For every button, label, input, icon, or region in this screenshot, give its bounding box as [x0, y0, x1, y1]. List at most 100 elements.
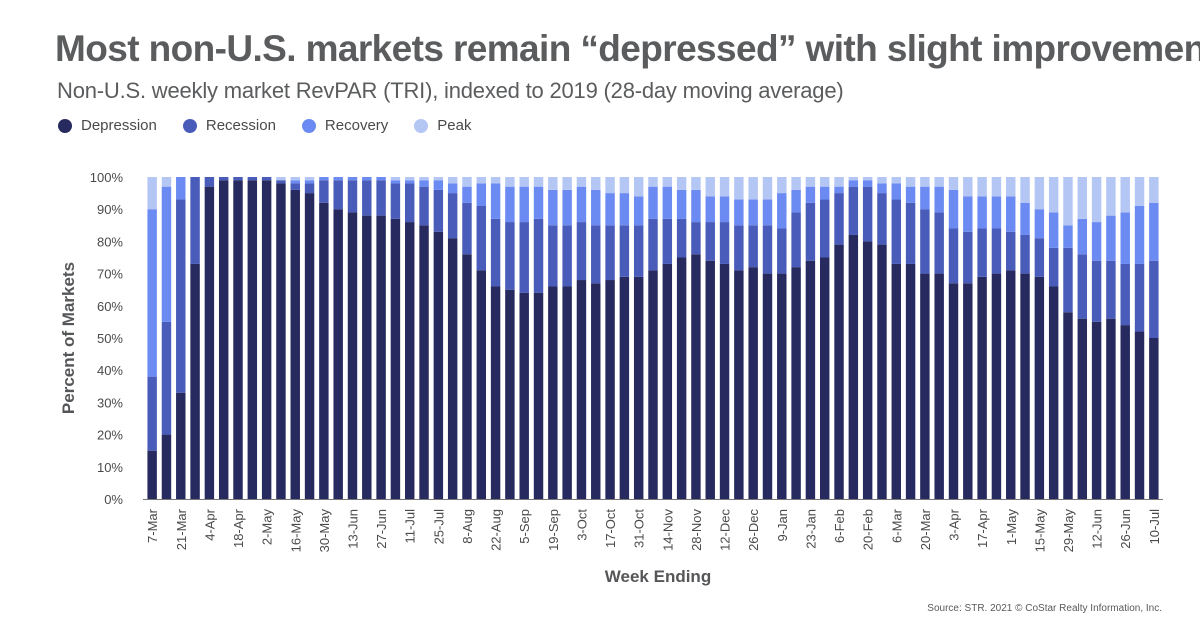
bar-segment-recovery-41 — [734, 199, 744, 226]
bar-segment-recession-40 — [719, 222, 730, 264]
legend-item-depression: Depression — [58, 117, 157, 134]
x-tick-label: 5-Sep — [517, 509, 532, 544]
bar-segment-depression-0 — [147, 450, 157, 499]
bar-segment-peak-50 — [862, 177, 873, 181]
y-tick-label: 20% — [97, 428, 123, 443]
bar-segment-depression-18 — [405, 222, 415, 499]
bar-segment-peak-24 — [490, 177, 501, 184]
bar-segment-recession-25 — [505, 222, 515, 290]
bar-segment-depression-35 — [648, 270, 658, 499]
bar-segment-depression-52 — [891, 263, 901, 499]
x-tick-label: 7-Mar — [145, 508, 160, 543]
bar-segment-depression-67 — [1106, 318, 1116, 499]
bar-segment-recession-69 — [1134, 263, 1145, 332]
legend-swatch-recovery — [301, 118, 316, 133]
bar-segment-recovery-1 — [161, 186, 172, 322]
bar-segment-recession-18 — [405, 183, 415, 223]
bar-segment-recovery-28 — [548, 189, 558, 226]
bar-segment-recovery-15 — [362, 177, 372, 181]
bar-segment-depression-2 — [176, 392, 186, 499]
bar-segment-recession-3 — [190, 177, 200, 264]
bar-segment-depression-56 — [948, 283, 959, 499]
bar-segment-depression-54 — [920, 273, 930, 499]
bar-segment-depression-34 — [633, 276, 644, 499]
bar-segment-recovery-50 — [862, 180, 873, 187]
bar-segment-peak-23 — [476, 177, 486, 184]
bar-segment-peak-11 — [304, 177, 315, 181]
bar-segment-recovery-18 — [405, 180, 415, 184]
legend-swatch-recession — [182, 118, 197, 133]
bar-segment-peak-54 — [920, 177, 930, 187]
bar-segment-recession-43 — [762, 225, 773, 274]
bar-segment-depression-14 — [347, 212, 358, 500]
bar-segment-recovery-54 — [920, 186, 930, 210]
bar-segment-recession-51 — [877, 193, 887, 245]
bar-segment-depression-11 — [304, 193, 315, 499]
x-tick-label: 1-May — [1004, 509, 1019, 546]
bar-segment-depression-32 — [605, 280, 615, 499]
bar-segment-peak-64 — [1063, 177, 1073, 226]
legend-label-depression: Depression — [81, 117, 157, 134]
bar-segment-recession-1 — [161, 321, 172, 435]
bar-segment-recession-6 — [233, 177, 243, 181]
bar-segment-recession-22 — [462, 202, 472, 255]
bar-segment-recovery-16 — [376, 177, 386, 181]
bar-segment-depression-29 — [562, 286, 572, 499]
bar-segment-recession-31 — [591, 225, 601, 284]
bar-segment-recession-54 — [920, 209, 930, 274]
bar-segment-recession-60 — [1006, 231, 1016, 271]
bar-segment-depression-12 — [319, 202, 329, 499]
bar-segment-recovery-36 — [662, 186, 673, 219]
bar-segment-peak-55 — [934, 177, 944, 187]
legend-swatch-depression — [58, 118, 72, 133]
x-tick-label: 20-Mar — [918, 508, 933, 550]
bar-segment-peak-19 — [419, 177, 429, 181]
bar-segment-peak-20 — [433, 177, 444, 181]
bar-segment-peak-51 — [877, 177, 887, 184]
bar-segment-depression-62 — [1034, 276, 1045, 499]
bar-segment-recovery-61 — [1020, 202, 1030, 235]
bar-segment-depression-61 — [1020, 273, 1030, 499]
bar-segment-recession-41 — [734, 225, 744, 271]
bar-segment-recovery-33 — [619, 193, 630, 226]
bar-segment-depression-5 — [218, 180, 229, 499]
bar-segment-recession-23 — [476, 205, 486, 271]
bar-segment-peak-35 — [648, 177, 658, 187]
bar-segment-recession-0 — [147, 376, 157, 451]
y-tick-label: 60% — [97, 299, 123, 314]
bar-segment-peak-44 — [777, 177, 787, 194]
bar-segment-recovery-40 — [719, 196, 730, 223]
bar-segment-recovery-32 — [605, 193, 615, 226]
bar-segment-recession-49 — [848, 186, 859, 235]
x-tick-label: 28-Nov — [689, 509, 704, 551]
x-tick-label: 16-May — [288, 509, 303, 553]
bar-segment-peak-41 — [734, 177, 744, 200]
bar-segment-recession-29 — [562, 225, 572, 287]
bar-segment-recession-39 — [705, 222, 715, 261]
bar-segment-recovery-12 — [319, 177, 329, 181]
bar-segment-peak-38 — [691, 177, 701, 190]
bar-segment-recession-12 — [319, 180, 329, 203]
bar-segment-depression-64 — [1063, 312, 1073, 499]
x-tick-label: 3-Oct — [574, 509, 589, 541]
bar-segment-recession-53 — [905, 202, 916, 264]
bar-segment-recession-21 — [447, 193, 458, 239]
bar-segment-recovery-53 — [905, 186, 916, 203]
x-tick-label: 31-Oct — [632, 509, 647, 548]
bar-segment-depression-42 — [748, 267, 758, 499]
bar-segment-depression-27 — [533, 292, 544, 499]
x-tick-label: 3-Apr — [947, 508, 962, 540]
bar-segment-recession-27 — [533, 218, 544, 293]
bar-segment-peak-36 — [662, 177, 673, 187]
bar-segment-peak-42 — [748, 177, 758, 200]
x-tick-label: 6-Mar — [889, 508, 904, 543]
bar-segment-recession-38 — [691, 222, 701, 255]
source-note: Source: STR. 2021 © CoStar Realty Inform… — [927, 603, 1162, 614]
bar-segment-peak-66 — [1091, 177, 1102, 223]
bar-segment-recession-30 — [576, 222, 587, 281]
bar-segment-peak-57 — [963, 177, 973, 197]
bar-segment-recession-17 — [390, 183, 401, 219]
bar-segment-recession-9 — [276, 180, 286, 184]
y-axis-ticks: 0% 10% 20% 30% 40% 50% 60% 70% 80% 90% 100% — [90, 170, 124, 507]
bar-segment-recession-48 — [834, 193, 844, 245]
